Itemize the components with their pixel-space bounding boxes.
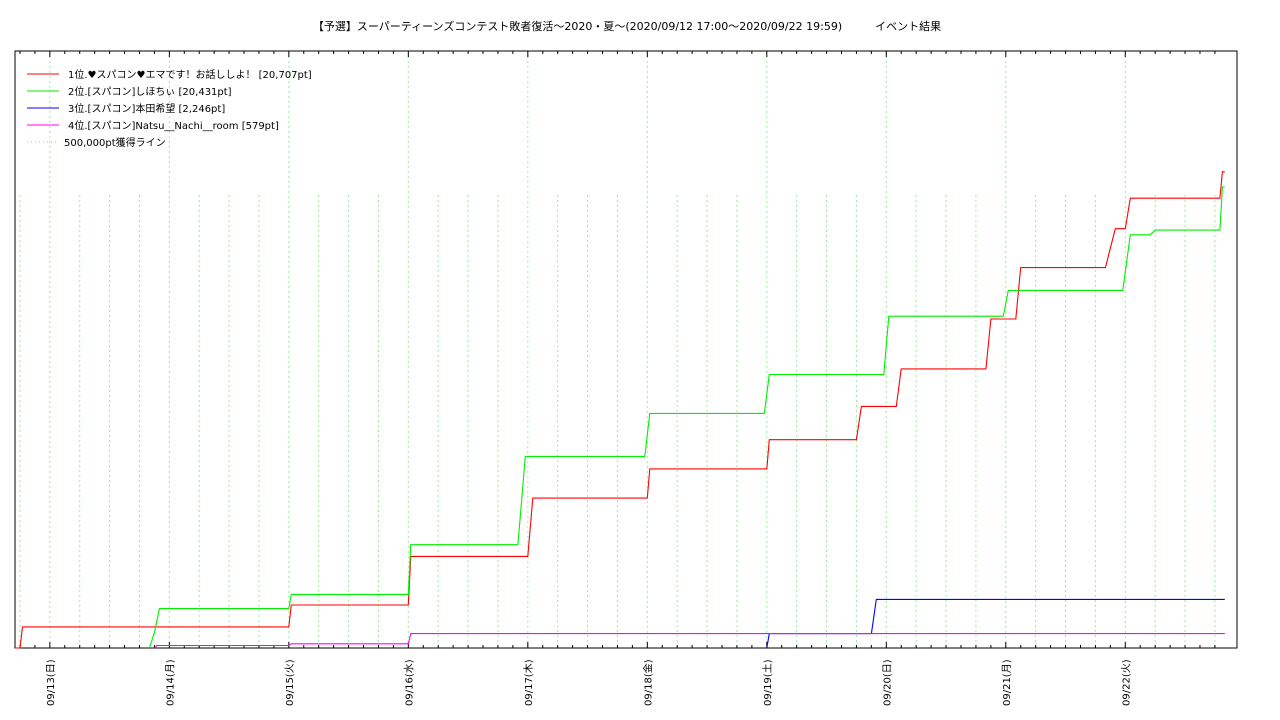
legend-label: 1位.♥スパコン♥エマです！お話ししよ！ [20,707pt] <box>68 68 312 81</box>
series-line <box>766 598 1225 649</box>
plot-frame <box>14 50 1238 649</box>
x-tick-label: 09/16(水) <box>403 659 415 706</box>
gridlines <box>19 51 1216 648</box>
x-tick-label: 09/20(日) <box>882 659 893 706</box>
chart-title: 【予選】スーパーティーンズコンテスト敗者復活〜2020・夏〜(2020/09/1… <box>312 20 942 33</box>
x-tick-label: 09/18(金) <box>641 659 654 706</box>
legend-label: 4位.[スパコン]Natsu__Nachi__room [579pt] <box>68 119 279 132</box>
series-line <box>15 171 1225 649</box>
x-tick-label: 09/13(日) <box>46 659 57 706</box>
legend-label: 2位.[スパコン]しほちぃ [20,431pt] <box>68 85 232 98</box>
x-axis-ticks: 09/13(日) 09/14(月) 09/15(火) 09/16(水) 09/17(木)… <box>19 51 1216 706</box>
x-tick-label: 09/17(木) <box>523 659 535 706</box>
legend-label: 3位.[スパコン]本田希望 [2,246pt] <box>68 102 225 115</box>
x-tick-label: 09/22(火) <box>1120 659 1132 706</box>
x-tick-label: 09/14(月) <box>164 659 176 706</box>
x-tick-label: 09/21(月) <box>1001 659 1013 706</box>
x-tick-label: 09/15(火) <box>284 659 296 706</box>
legend: 1位.♥スパコン♥エマです！お話ししよ！ [20,707pt] 2位.[スパコン]… <box>27 68 312 149</box>
series-lines <box>15 171 1225 649</box>
series-line <box>148 186 1225 649</box>
x-tick-label: 09/19(土) <box>761 659 774 706</box>
legend-label: 500,000pt獲得ライン <box>64 136 166 149</box>
series-line <box>154 633 1225 649</box>
